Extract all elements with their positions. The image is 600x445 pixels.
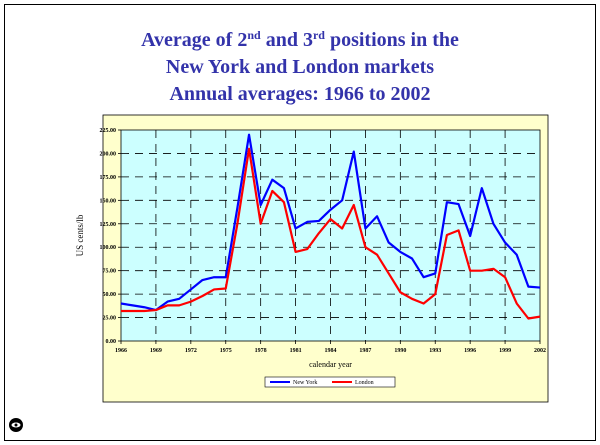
x-tick-label: 2002 xyxy=(534,348,546,354)
data-line xyxy=(121,147,541,320)
x-tick-label: 1990 xyxy=(394,348,406,354)
y-tick-label: 75.00 xyxy=(103,269,117,275)
legend-box xyxy=(264,376,396,388)
title-text: and 3 xyxy=(261,29,313,51)
y-tick-label: 125.00 xyxy=(100,222,117,228)
title-text: positions in the xyxy=(325,29,459,51)
y-tick-label: 0.00 xyxy=(106,339,117,345)
x-tick-label: 1972 xyxy=(185,348,197,354)
y-tick-label: 25.00 xyxy=(103,316,117,322)
title-superscript: nd xyxy=(247,28,261,42)
y-tick-label: 50.00 xyxy=(103,292,117,298)
x-tick-label: 1999 xyxy=(499,348,511,354)
y-tick-label: 175.00 xyxy=(100,175,117,181)
chart-title: Annual averages: 1966 to 2002 xyxy=(169,83,430,105)
legend-label: London xyxy=(355,380,374,386)
chart-title: New York and London markets xyxy=(166,56,434,78)
y-tick-label: 200.00 xyxy=(100,151,117,157)
icon xyxy=(9,418,23,432)
title-superscript: rd xyxy=(313,28,325,42)
title-text: New York and London markets xyxy=(166,56,434,78)
y-tick-label: 100.00 xyxy=(100,245,117,251)
x-tick-label: 1996 xyxy=(464,348,476,354)
y-tick-label: 150.00 xyxy=(100,198,117,204)
x-tick-label: 1978 xyxy=(255,348,267,354)
x-axis-label: calendar year xyxy=(309,360,352,369)
x-tick-label: 1981 xyxy=(290,348,302,354)
data-line xyxy=(120,133,541,312)
y-tick-label: 225.00 xyxy=(100,128,117,134)
legend-label: New York xyxy=(293,380,317,386)
legend: New York London xyxy=(264,376,396,388)
chart-title: Average of 2nd and 3rd positions in the xyxy=(141,28,459,51)
x-tick-label: 1984 xyxy=(325,348,337,354)
x-tick-label: 1969 xyxy=(150,348,162,354)
title-text: Average of 2 xyxy=(141,29,247,51)
x-tick-label: 1975 xyxy=(220,348,232,354)
x-tick-label: 1993 xyxy=(429,348,441,354)
x-tick-label: 1987 xyxy=(359,348,371,354)
y-axis-label: US cents/lb xyxy=(75,214,85,256)
title-text: Annual averages: 1966 to 2002 xyxy=(169,83,430,105)
x-tick-label: 1966 xyxy=(115,348,127,354)
